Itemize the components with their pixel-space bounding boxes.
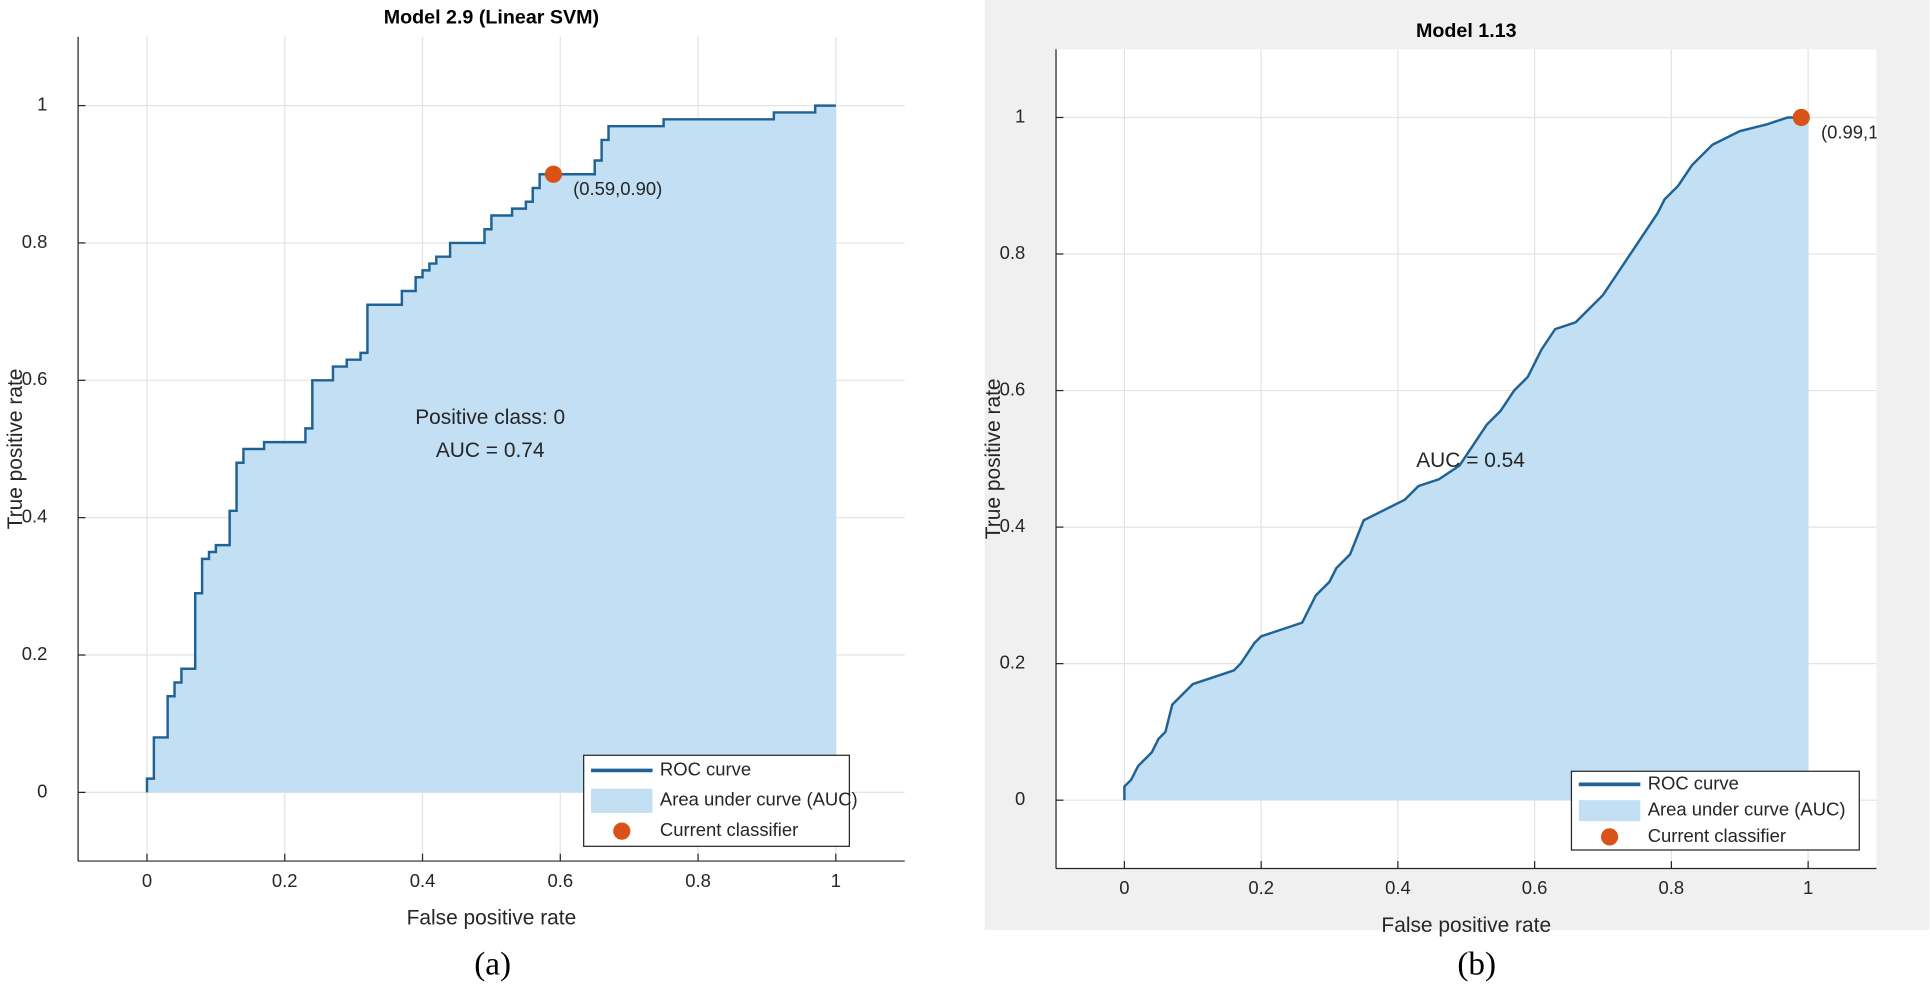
x-tick-label: 0 [142, 870, 152, 891]
y-tick-label: 1 [1015, 105, 1025, 126]
annotation: AUC = 0.74 [436, 439, 545, 462]
current-classifier [1792, 108, 1810, 127]
roc-curve [1123, 116, 1809, 801]
annotation: Positive class: 0 [415, 406, 565, 429]
legend-label: Area under curve (AUC) [660, 789, 858, 810]
y-tick-label: 0 [37, 780, 47, 801]
x-axis-label: False positive rate [407, 906, 577, 929]
x-tick-label: 0.8 [685, 870, 711, 891]
caption: (b) [1457, 945, 1496, 982]
classifier-label: (0.59,0.90) [573, 178, 662, 199]
y-tick-label: 0.4 [1000, 515, 1026, 536]
y-tick-label: 0 [1015, 788, 1025, 809]
y-tick-label: 0.8 [22, 231, 48, 252]
legend-swatch [613, 822, 631, 840]
auc-area [146, 105, 836, 793]
legend-label: ROC curve [660, 758, 751, 779]
legend-label: Area under curve (AUC) [1648, 799, 1846, 820]
x-tick-label: 0.6 [1522, 877, 1548, 898]
x-tick-label: 0.2 [272, 870, 298, 891]
y-axis-label: True positive rate [982, 378, 1005, 539]
x-tick-label: 0.6 [547, 870, 573, 891]
y-tick-label: 0.4 [22, 506, 48, 527]
x-axis-label: False positive rate [1381, 914, 1551, 937]
current-classifier [544, 165, 563, 183]
x-tick-label: 0.4 [410, 870, 436, 891]
legend-label: Current classifier [660, 819, 798, 840]
legend-swatch [591, 788, 653, 813]
legend-swatch [1600, 828, 1619, 846]
chart-title: Model 1.13 [1416, 20, 1517, 42]
x-tick-label: 0.8 [1659, 877, 1685, 898]
roc-curve [145, 104, 836, 793]
classifier-label: (0.99,1 [1821, 121, 1878, 142]
x-tick-label: 0.4 [1385, 877, 1411, 898]
y-tick-label: 0.2 [22, 643, 48, 664]
legend-label: ROC curve [1648, 772, 1739, 793]
y-tick-label: 0.6 [1000, 378, 1026, 399]
chart-title: Model 2.9 (Linear SVM) [384, 7, 599, 29]
caption: (a) [474, 945, 511, 982]
legend-label: Current classifier [1648, 825, 1786, 846]
x-tick-label: 0 [1119, 877, 1129, 898]
y-tick-label: 1 [37, 93, 47, 114]
y-axis-label: True positive rate [4, 369, 27, 530]
x-tick-label: 0.2 [1248, 877, 1274, 898]
y-tick-label: 0.2 [1000, 652, 1026, 673]
legend-swatch [1578, 800, 1641, 822]
y-tick-label: 0.6 [22, 368, 48, 389]
annotation: AUC = 0.54 [1416, 449, 1525, 472]
x-tick-label: 1 [831, 870, 841, 891]
y-tick-label: 0.8 [1000, 242, 1026, 263]
auc-area [1124, 117, 1809, 801]
x-tick-label: 1 [1803, 877, 1813, 898]
